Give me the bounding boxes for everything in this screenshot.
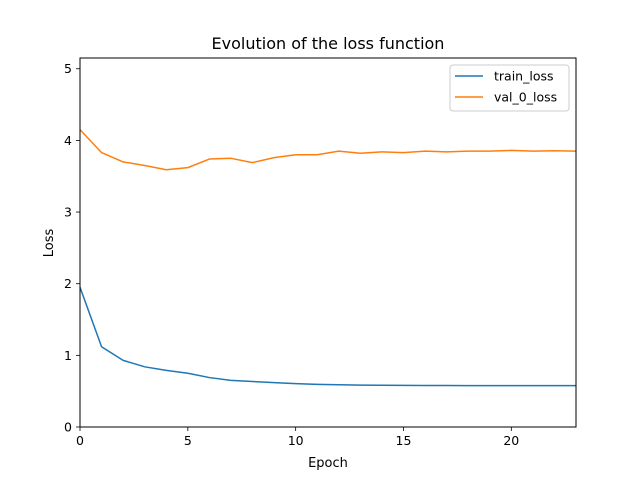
x-tick-label: 20 <box>503 433 519 448</box>
y-tick-label: 1 <box>64 348 72 363</box>
x-tick-label: 15 <box>396 433 412 448</box>
series-line-train_loss <box>79 287 576 387</box>
y-axis-ticks: 0 1 2 3 4 5 <box>64 61 80 435</box>
series-line-val_0_loss <box>79 129 577 171</box>
y-tick-label: 4 <box>64 133 72 148</box>
y-tick-label: 5 <box>64 61 72 76</box>
chart-title: Evolution of the loss function <box>212 34 445 53</box>
y-axis-label: Loss <box>42 229 57 258</box>
plot-lines <box>79 129 577 387</box>
y-tick-label: 0 <box>64 420 72 435</box>
plot-frame <box>79 57 577 428</box>
x-axis-label: Epoch <box>308 456 348 471</box>
legend-label-val_0_loss: val_0_loss <box>494 90 557 105</box>
x-tick-label: 5 <box>184 433 192 448</box>
x-tick-label: 0 <box>76 433 84 448</box>
x-tick-label: 10 <box>288 433 304 448</box>
y-tick-label: 2 <box>64 276 72 291</box>
y-tick-label: 3 <box>64 205 72 220</box>
legend-label-train_loss: train_loss <box>494 69 554 84</box>
legend: train_loss val_0_loss <box>449 64 570 112</box>
x-axis-ticks: 0 5 10 15 20 <box>76 427 519 448</box>
